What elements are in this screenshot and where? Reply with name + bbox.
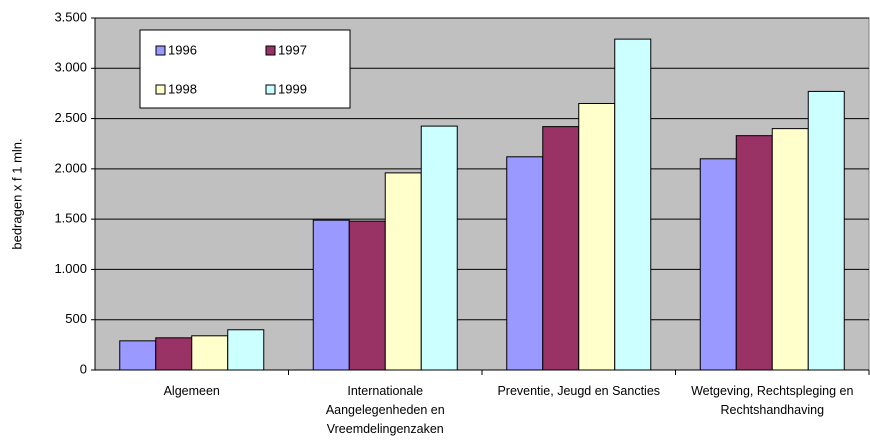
y-tick-label: 1.000 — [54, 261, 87, 276]
y-tick-label: 2.500 — [54, 110, 87, 125]
bar — [155, 337, 193, 371]
bar — [807, 90, 845, 371]
legend-label: 1996 — [168, 42, 197, 57]
bar — [420, 125, 458, 371]
bar — [384, 172, 422, 371]
x-tick-label: Preventie, Jeugd en Sancties — [497, 384, 661, 398]
bar — [699, 158, 737, 371]
x-tick-label: Internationale Aangelegenheden en Vreemd… — [325, 384, 445, 436]
bar — [312, 219, 350, 371]
bar — [735, 135, 773, 371]
bar — [191, 335, 229, 371]
y-tick-label: 3.000 — [54, 60, 87, 75]
y-tick-label: 1.500 — [54, 211, 87, 226]
bar — [614, 38, 652, 371]
legend-swatch — [265, 45, 276, 56]
bar — [348, 220, 386, 371]
legend-label: 1997 — [278, 42, 307, 57]
bar — [771, 128, 809, 371]
x-tick-label: Algemeen — [163, 384, 220, 398]
legend-label: 1998 — [168, 81, 197, 96]
bar — [578, 102, 616, 371]
y-tick-label: 500 — [65, 311, 87, 326]
legend-swatch — [155, 45, 166, 56]
legend-label: 1999 — [278, 81, 307, 96]
bar — [119, 340, 157, 371]
legend-swatch — [265, 84, 276, 95]
y-tick-label: 3.500 — [54, 9, 87, 24]
legend-box — [139, 29, 351, 109]
bar — [506, 156, 544, 371]
y-axis-title: bedragen x f 1 mln. — [9, 138, 24, 249]
bar — [227, 329, 265, 371]
bar — [542, 126, 580, 371]
y-tick-label: 2.000 — [54, 160, 87, 175]
y-tick-label: 0 — [80, 361, 87, 376]
x-tick-label: Wetgeving, Rechtspleging en Rechtshandha… — [691, 384, 854, 417]
legend-swatch — [155, 84, 166, 95]
